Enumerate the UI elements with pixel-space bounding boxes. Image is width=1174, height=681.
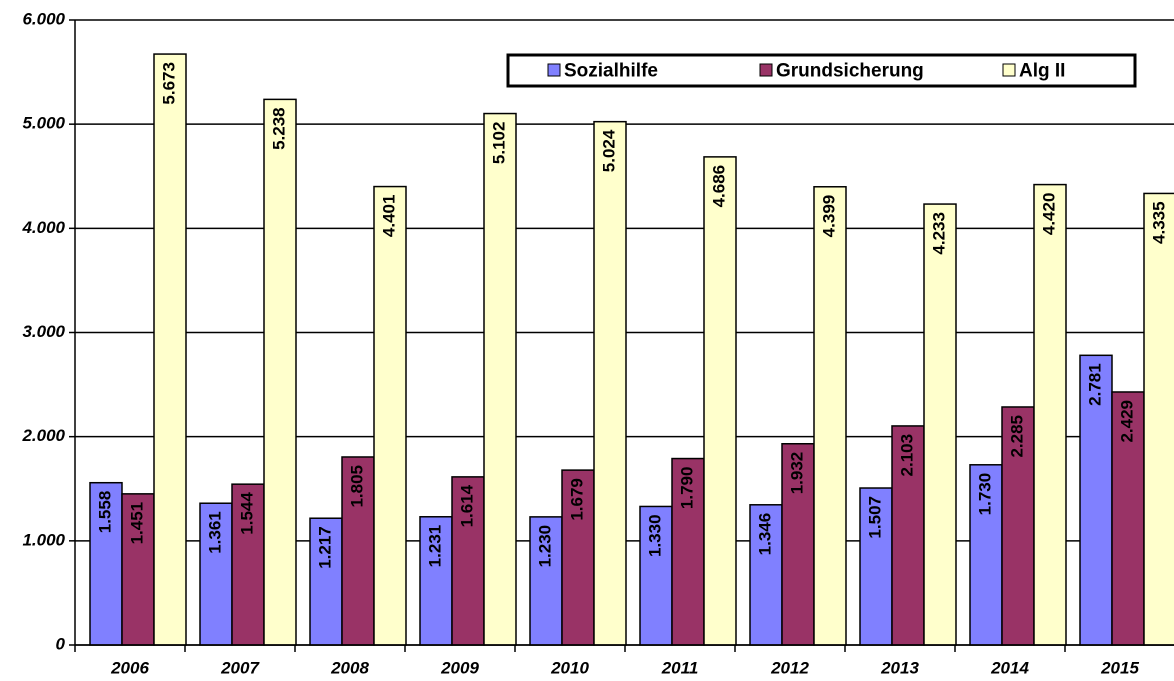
bar xyxy=(1001,406,1035,646)
x-tick-label: 2007 xyxy=(220,658,260,677)
value-label: 1.217 xyxy=(315,526,334,569)
value-label: 2.285 xyxy=(1007,415,1026,458)
value-label: 1.730 xyxy=(975,473,994,516)
value-label: 1.231 xyxy=(425,525,444,568)
value-label: 1.507 xyxy=(865,496,884,539)
bar xyxy=(703,156,737,646)
value-label: 4.686 xyxy=(709,165,728,208)
bar xyxy=(593,120,627,646)
bar xyxy=(1033,183,1067,646)
value-label: 5.102 xyxy=(489,122,508,165)
x-tick-label: 2006 xyxy=(110,658,149,677)
legend: Sozialhilfe Grundsicherung Alg II xyxy=(506,53,1137,88)
bar xyxy=(483,112,517,646)
y-tick-label: 2.000 xyxy=(21,426,65,445)
bar xyxy=(749,504,783,646)
value-label: 1.805 xyxy=(347,465,366,508)
value-label: 1.230 xyxy=(535,525,554,568)
legend-swatch xyxy=(759,63,773,77)
legend-label: Alg II xyxy=(1019,61,1065,82)
value-label: 2.429 xyxy=(1117,400,1136,443)
x-tick-label: 2012 xyxy=(770,658,809,677)
bar xyxy=(969,464,1003,646)
x-tick-label: 2014 xyxy=(990,658,1029,677)
value-label: 1.544 xyxy=(237,492,256,535)
value-label: 1.346 xyxy=(755,513,774,556)
legend-swatch xyxy=(547,63,561,77)
bar xyxy=(529,516,563,646)
value-label: 4.233 xyxy=(929,212,948,255)
bar xyxy=(373,185,407,646)
value-label: 1.614 xyxy=(457,484,476,527)
value-label: 4.335 xyxy=(1149,201,1168,244)
bar xyxy=(1143,192,1174,646)
bar xyxy=(263,98,297,646)
bar xyxy=(891,425,925,646)
y-tick-label: 4.000 xyxy=(21,218,65,237)
x-tick-label: 2013 xyxy=(880,658,919,677)
value-label: 2.103 xyxy=(897,434,916,477)
x-tick-label: 2008 xyxy=(330,658,369,677)
y-tick-label: 3.000 xyxy=(22,322,65,341)
value-label: 1.679 xyxy=(567,478,586,521)
bar xyxy=(813,186,847,646)
bar xyxy=(89,481,123,646)
y-tick-label: 6.000 xyxy=(22,9,65,28)
value-label: 1.558 xyxy=(95,491,114,534)
legend-swatch xyxy=(1002,63,1016,77)
value-label: 1.330 xyxy=(645,514,664,557)
value-label: 2.781 xyxy=(1085,363,1104,406)
value-label: 1.790 xyxy=(677,467,696,510)
bar xyxy=(639,505,673,646)
bar xyxy=(1079,354,1113,646)
x-tick-label: 2015 xyxy=(1100,658,1139,677)
value-label: 4.399 xyxy=(819,195,838,238)
x-tick-label: 2010 xyxy=(550,658,589,677)
legend-label: Sozialhilfe xyxy=(564,61,658,82)
x-tick-label: 2009 xyxy=(440,658,479,677)
legend-box xyxy=(506,53,1137,88)
legend-label: Grundsicherung xyxy=(776,61,924,82)
y-tick-label: 5.000 xyxy=(22,114,65,133)
y-tick-label: 1.000 xyxy=(22,530,65,549)
bar xyxy=(451,476,485,646)
y-tick-label: 0 xyxy=(56,634,66,653)
bar xyxy=(153,53,187,646)
value-label: 4.420 xyxy=(1039,193,1058,236)
value-label: 1.361 xyxy=(205,511,224,554)
bar xyxy=(1111,391,1145,646)
x-tick-label: 2011 xyxy=(661,658,699,677)
value-label: 4.401 xyxy=(379,195,398,238)
value-label: 5.024 xyxy=(599,129,618,172)
bar xyxy=(781,443,815,646)
value-label: 5.238 xyxy=(269,107,288,150)
value-label: 5.673 xyxy=(159,62,178,105)
bar xyxy=(561,469,595,646)
value-label: 1.932 xyxy=(787,452,806,495)
bar xyxy=(923,203,957,646)
bar xyxy=(859,487,893,646)
value-label: 1.451 xyxy=(127,502,146,545)
